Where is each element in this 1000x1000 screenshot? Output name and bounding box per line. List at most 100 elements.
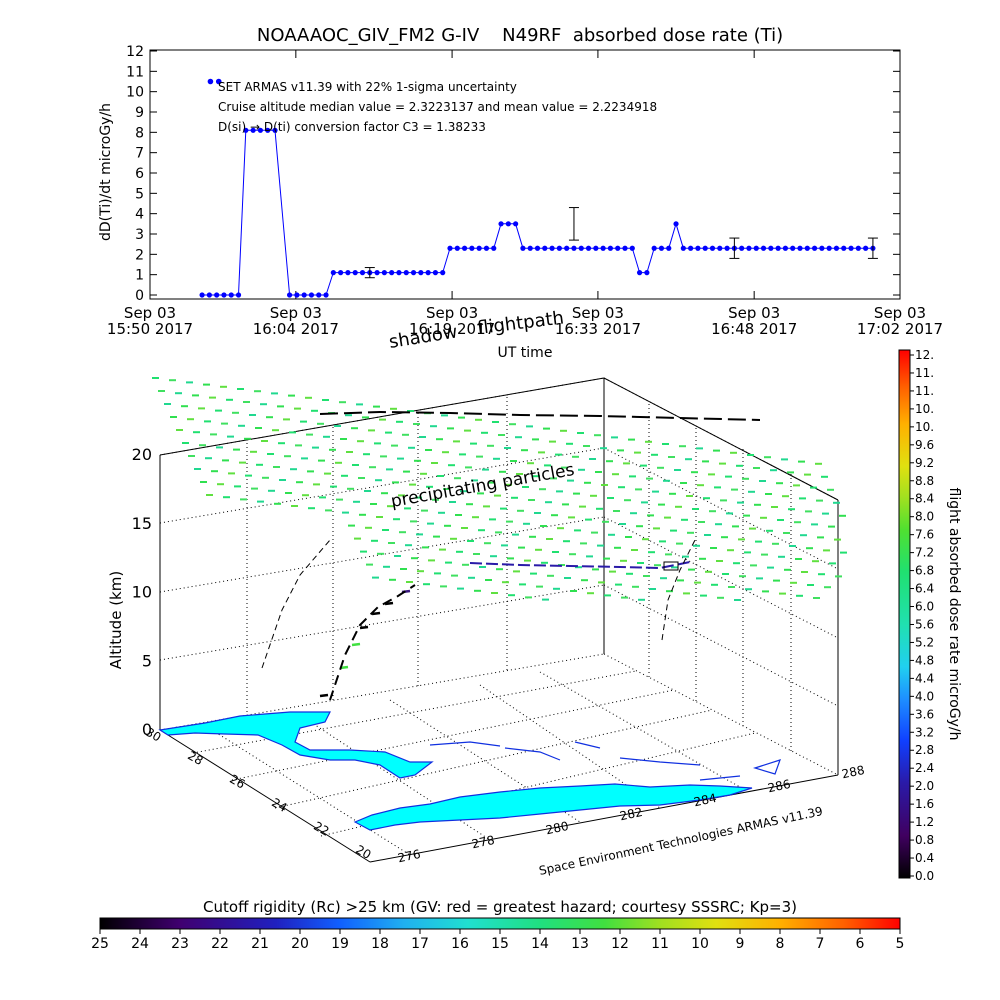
- rigidity-colorbar-tick-label: 24: [131, 936, 149, 952]
- data-point: [622, 245, 628, 251]
- data-point: [389, 270, 395, 276]
- dose-colorbar-tick-label: 6.8: [915, 564, 934, 578]
- data-point: [286, 292, 293, 298]
- data-point: [403, 270, 409, 276]
- data-point: [782, 245, 789, 251]
- rigidity-colorbar-tick-label: 17: [411, 936, 429, 952]
- longitude-tick-label: 280: [545, 819, 570, 837]
- y-tick-label: 5: [135, 186, 144, 202]
- data-point: [688, 245, 694, 251]
- rigidity-colorbar-tick-label: 18: [371, 936, 389, 952]
- data-point: [527, 245, 533, 251]
- rigidity-colorbar: Cutoff rigidity (Rc) >25 km (GV: red = g…: [91, 898, 904, 952]
- rigidity-colorbar-tick-label: 20: [291, 936, 309, 952]
- data-point: [739, 245, 745, 251]
- data-point: [418, 270, 424, 276]
- data-point: [396, 270, 402, 276]
- x-tick-label-date: Sep 03: [874, 304, 926, 322]
- data-point: [797, 245, 803, 251]
- dose-colorbar-tick-label: 8.4: [915, 492, 934, 506]
- data-point: [425, 270, 431, 276]
- dose-colorbar-tick-label: 0.8: [915, 833, 934, 847]
- rigidity-colorbar-tick-label: 14: [531, 936, 549, 952]
- descent-curve-right: [661, 539, 696, 641]
- dose-colorbar-tick-label: 10.: [915, 420, 934, 434]
- data-point: [345, 270, 351, 276]
- data-point: [673, 221, 679, 227]
- data-point: [644, 270, 650, 276]
- y-tick-label: 9: [135, 105, 144, 121]
- data-point: [316, 292, 322, 298]
- data-point: [564, 245, 570, 251]
- data-point: [746, 245, 752, 251]
- dose-colorbar-tick-label: 3.6: [915, 707, 934, 721]
- data-point: [658, 245, 665, 251]
- data-point: [585, 245, 592, 251]
- x-tick-label-time: 16:04 2017: [253, 320, 339, 338]
- precipitating-particles-field: [152, 377, 847, 698]
- data-point: [724, 245, 730, 251]
- data-point: [352, 270, 358, 276]
- flightpath-climb: [329, 584, 416, 701]
- data-point: [811, 245, 818, 251]
- flight-segment: [351, 642, 361, 647]
- data-point: [221, 292, 227, 298]
- data-point: [863, 245, 869, 251]
- dose-colorbar-tick-label: 7.6: [915, 528, 934, 542]
- data-point-extra: [207, 78, 214, 85]
- altitude-tick-label: 5: [142, 651, 152, 670]
- data-point: [491, 245, 497, 251]
- data-point: [447, 245, 453, 251]
- dose-colorbar-tick-label: 6.4: [915, 582, 934, 596]
- x-tick-label-time: 17:02 2017: [857, 320, 943, 338]
- data-point: [542, 245, 548, 251]
- data-point: [483, 245, 490, 251]
- data-point: [695, 245, 701, 251]
- dose-colorbar-tick-label: 9.2: [915, 456, 934, 470]
- data-point: [666, 245, 672, 251]
- y-tick-label: 12: [126, 44, 144, 60]
- data-point: [454, 245, 460, 251]
- x-tick-label-date: Sep 03: [572, 304, 624, 322]
- error-bar: [867, 237, 878, 259]
- land-masses: [158, 711, 753, 831]
- data-point: [374, 270, 380, 276]
- latitude-tick-label: 22: [311, 819, 331, 839]
- credit-label: Space Environment Technologies ARMAS v11…: [538, 804, 824, 878]
- dose-colorbar-tick-label: 6.0: [915, 600, 934, 614]
- dose-colorbar-tick-label: 0.4: [915, 851, 934, 865]
- data-point: [359, 270, 366, 276]
- longitude-tick-label: 286: [767, 777, 792, 795]
- data-point: [301, 292, 307, 298]
- data-point: [607, 245, 614, 251]
- data-point: [833, 245, 840, 251]
- x-tick-label-time: 16:19 2017: [409, 320, 495, 338]
- data-point: [432, 270, 439, 276]
- rigidity-colorbar-tick-label: 21: [251, 936, 269, 952]
- flightpath: [261, 410, 761, 701]
- y-tick-label: 11: [126, 64, 144, 80]
- latitude-axis: 30 28 26 24 22 20: [143, 725, 373, 862]
- data-point: [250, 127, 256, 133]
- data-point: [636, 270, 643, 276]
- data-point: [243, 127, 249, 133]
- data-point: [680, 245, 686, 251]
- flightpath-shadow: [319, 410, 761, 421]
- dose-colorbar-label: flight absorbed dose rate microGy/h: [946, 488, 962, 741]
- data-point: [381, 270, 387, 276]
- rigidity-colorbar-label: Cutoff rigidity (Rc) >25 km (GV: red = g…: [203, 898, 797, 916]
- dose-series: [199, 78, 878, 298]
- data-point: [819, 245, 825, 251]
- dose-colorbar-tick-label: 5.2: [915, 635, 934, 649]
- rigidity-colorbar-tick-label: 16: [451, 936, 469, 952]
- x-tick-label-time: 15:50 2017: [107, 320, 193, 338]
- dose-colorbar-tick-label: 4.4: [915, 671, 934, 685]
- data-point: [760, 245, 767, 251]
- dose-colorbar-tick-label: 2.8: [915, 743, 934, 757]
- y-tick-label: 1: [135, 268, 144, 284]
- data-point: [556, 245, 562, 251]
- rigidity-colorbar-tick-label: 12: [611, 936, 629, 952]
- data-point: [440, 270, 446, 276]
- rigidity-colorbar-tick-label: 22: [211, 936, 229, 952]
